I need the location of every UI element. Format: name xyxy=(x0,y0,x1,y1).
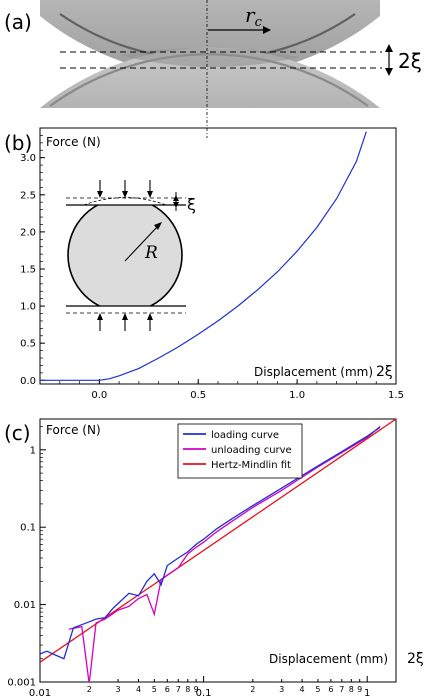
panel-b-ylabel: Force (N) xyxy=(46,135,101,149)
x-tick-label: 1 xyxy=(364,688,370,698)
x-tick-label: 1.5 xyxy=(388,390,404,401)
panel-c-x-annot: 2ξ xyxy=(407,651,424,667)
y-tick-label: 1.5 xyxy=(20,264,36,275)
legend-label-loading: loading curve xyxy=(211,430,279,441)
panel-c-xlabel: Displacement (mm) xyxy=(269,652,388,666)
x-tick-label: 3 xyxy=(279,685,284,694)
inset-xi-label: ξ xyxy=(187,195,196,214)
x-tick-label: 6 xyxy=(328,685,333,694)
x-tick-label: 1.0 xyxy=(289,390,305,401)
panel-c-data xyxy=(40,419,396,682)
gap-label: 2ξ xyxy=(398,49,422,73)
contact-overlap xyxy=(120,47,300,68)
x-tick-label: 0.1 xyxy=(196,688,212,698)
y-tick-label: 1.0 xyxy=(20,302,36,313)
x-tick-label: 0.5 xyxy=(190,390,206,401)
x-tick-label: 8 xyxy=(349,685,354,694)
panel-b-xlabel: Displacement (mm) xyxy=(254,365,373,379)
x-tick-label: 6 xyxy=(165,685,170,694)
inset-radius-line xyxy=(124,225,159,262)
x-tick-label: 5 xyxy=(152,685,157,694)
radius-label: rc xyxy=(245,3,263,30)
x-tick-label: 2 xyxy=(250,685,255,694)
series-line-loading xyxy=(40,426,381,660)
x-tick-label: 0.01 xyxy=(29,688,51,698)
y-tick-label: 1 xyxy=(30,445,36,456)
inset-sphere: R ξ xyxy=(66,180,196,331)
x-tick-label: 9 xyxy=(357,685,362,694)
series-line-unloading xyxy=(68,426,381,682)
legend-label-unloading: unloading curve xyxy=(211,445,292,456)
legend-box xyxy=(177,423,303,479)
x-tick-label: 9 xyxy=(194,685,199,694)
inset-radius-arrowhead xyxy=(154,222,162,230)
y-tick-label: 2.0 xyxy=(20,227,36,238)
gap-arrowhead-top xyxy=(385,44,393,52)
x-tick-label: 7 xyxy=(176,685,181,694)
x-tick-label: 4 xyxy=(136,685,141,694)
inset-force-arrows-bottom xyxy=(97,313,153,331)
bottom-sphere xyxy=(40,47,380,108)
panel-a-label: (a) xyxy=(4,10,32,34)
x-tick-label: 3 xyxy=(116,685,121,694)
inset-force-arrows-top xyxy=(97,180,153,198)
gap-arrowhead-bottom xyxy=(385,68,393,76)
panel-a: (a) rc 2ξ xyxy=(4,0,422,138)
panel-c-ylabel: Force (N) xyxy=(46,423,101,437)
radius-arrowhead xyxy=(263,26,271,34)
legend-label-fit: Hertz-Mindlin fit xyxy=(211,460,291,471)
y-tick-label: 0.5 xyxy=(20,339,36,350)
x-tick-label: 4 xyxy=(300,685,305,694)
panel-c-legend: loading curve unloading curve Hertz-Mindli… xyxy=(177,423,303,479)
y-tick-label: 0.01 xyxy=(14,600,36,611)
x-tick-label: 8 xyxy=(185,685,190,694)
panel-b-axes: 0.0 0.5 1.0 1.5 0.0 0.5 1.0 1.5 2.0 2.5 3.0 xyxy=(20,135,404,401)
panel-b-data xyxy=(40,131,367,381)
inset-R-label: R xyxy=(144,243,158,263)
y-tick-label: 3.0 xyxy=(20,153,36,164)
x-tick-label: 7 xyxy=(339,685,344,694)
panel-b-label: (b) xyxy=(4,131,32,155)
panel-b: (b) Force (N) Displacement (mm) 2ξ 0.0 0.… xyxy=(4,127,404,401)
y-tick-label: 2.5 xyxy=(20,190,36,201)
x-tick-label: 5 xyxy=(315,685,320,694)
series-line-loading xyxy=(40,131,367,381)
y-tick-label: 0.1 xyxy=(20,523,36,534)
panel-c-label: (c) xyxy=(4,421,31,445)
y-tick-label: 0.0 xyxy=(20,376,36,387)
panel-b-x-annot: 2ξ xyxy=(376,364,393,380)
inset-cap-bottom xyxy=(66,306,186,321)
x-tick-label: 2 xyxy=(87,685,92,694)
y-tick-label: 0.001 xyxy=(7,678,36,689)
panel-c: (c) Force (N) Displacement (mm) 2ξ 0.01 2… xyxy=(4,418,424,698)
inset-circle xyxy=(67,197,183,313)
x-tick-label: 0.0 xyxy=(91,390,107,401)
